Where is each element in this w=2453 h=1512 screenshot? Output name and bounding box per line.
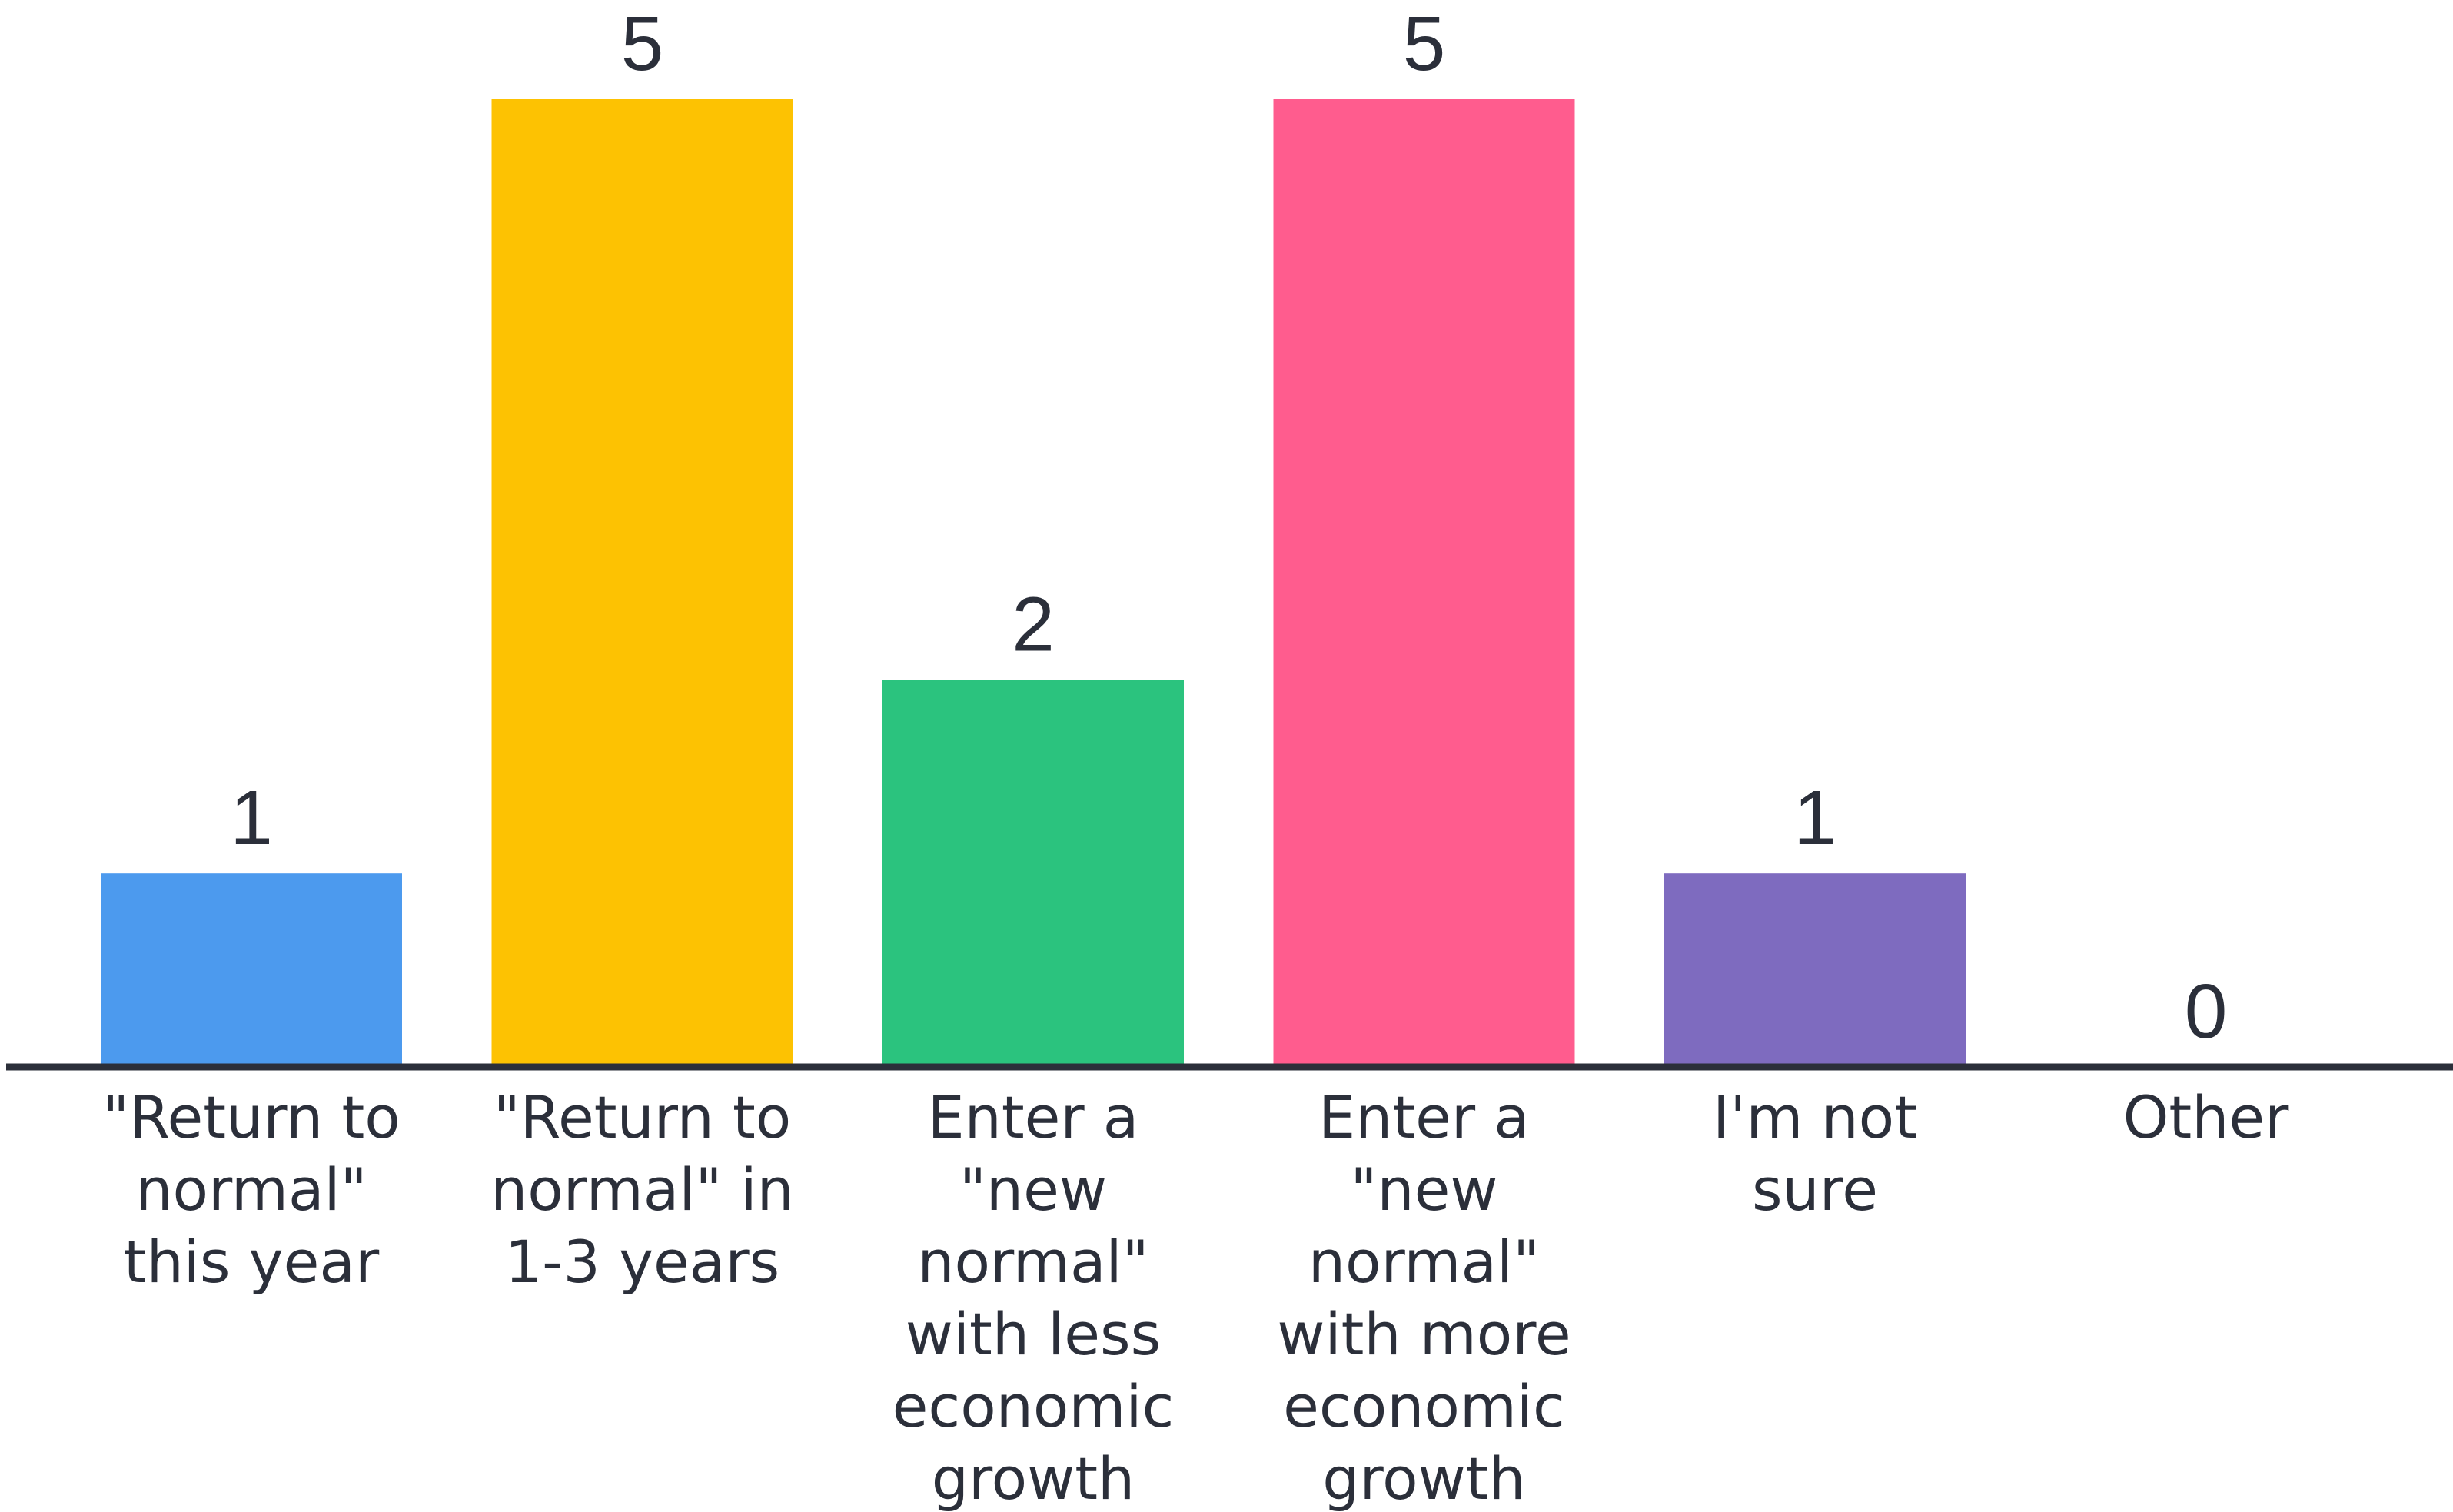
category-label-line: "new (959, 1155, 1107, 1224)
category-label-line: normal" (1308, 1228, 1540, 1296)
category-label-line: this year (124, 1228, 380, 1296)
category-label-line: "Return to (494, 1083, 792, 1151)
category-label-0: "Return to normal" this year (102, 1083, 401, 1296)
category-label-line: normal" (917, 1228, 1148, 1296)
bar-2 (882, 680, 1184, 1067)
bar-1 (491, 99, 793, 1067)
category-label-line: sure (1752, 1155, 1878, 1224)
bar-0 (101, 873, 402, 1067)
category-label-line: economic (1283, 1372, 1565, 1441)
value-label-4: 1 (1793, 775, 1836, 861)
category-label-line: normal" in (490, 1155, 794, 1224)
category-label-line: Other (2123, 1083, 2290, 1151)
category-label-2: Enter a "new normal" with less economic growt… (892, 1083, 1175, 1512)
value-label-1: 5 (621, 1, 664, 87)
value-label-3: 5 (1403, 1, 1446, 87)
value-label-5: 0 (2185, 969, 2228, 1055)
category-label-line: growth (932, 1444, 1135, 1512)
category-label-3: Enter a "new normal" with more economic growt… (1277, 1083, 1571, 1512)
category-label-4: I'm not sure (1713, 1083, 1917, 1224)
category-label-line: "Return to (102, 1083, 401, 1151)
category-label-line: "new (1350, 1155, 1497, 1224)
category-label-1: "Return to normal" in 1-3 years (490, 1083, 794, 1296)
category-label-line: growth (1322, 1444, 1525, 1512)
category-label-line: with more (1277, 1300, 1571, 1368)
bar-3 (1273, 99, 1575, 1067)
category-label-line: normal" (135, 1155, 367, 1224)
category-label-5: Other (2123, 1083, 2290, 1151)
category-label-line: Enter a (1318, 1083, 1530, 1151)
bar-4 (1664, 873, 1966, 1067)
value-label-0: 1 (230, 775, 273, 861)
bars-group (101, 99, 1966, 1067)
category-label-line: 1-3 years (505, 1228, 779, 1296)
category-label-line: Enter a (928, 1083, 1139, 1151)
value-label-2: 2 (1012, 581, 1055, 667)
category-labels-group: "Return to normal" this year"Return to norm… (102, 1083, 2289, 1512)
category-label-line: economic (892, 1372, 1175, 1441)
category-label-line: with less (906, 1300, 1161, 1368)
value-labels-group: 1 5 2 5 1 0 (230, 1, 2227, 1055)
category-label-line: I'm not (1713, 1083, 1917, 1151)
